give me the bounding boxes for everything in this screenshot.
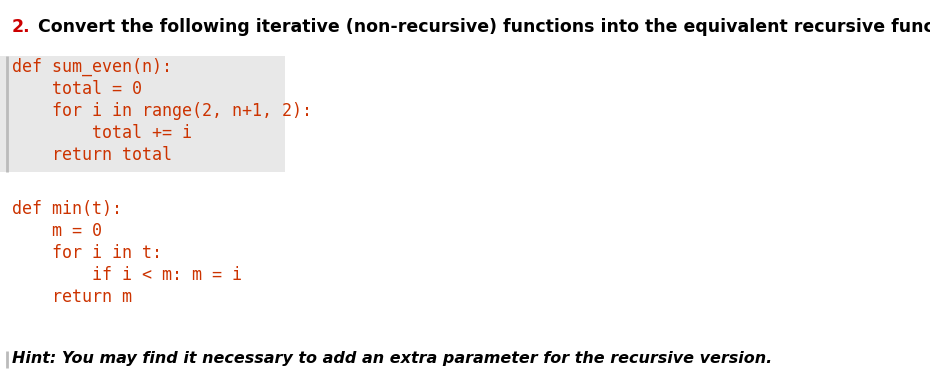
Text: Convert the following iterative (non-recursive) functions into the equivalent re: Convert the following iterative (non-rec…: [32, 18, 930, 36]
Text: def min(t):: def min(t):: [12, 200, 122, 218]
Text: 2.: 2.: [12, 18, 31, 36]
Text: Hint: You may find it necessary to add an extra parameter for the recursive vers: Hint: You may find it necessary to add a…: [12, 351, 772, 366]
Text: total += i: total += i: [12, 124, 192, 142]
Text: m = 0: m = 0: [12, 222, 102, 240]
Bar: [0, 56, 285, 172]
Text: return total: return total: [12, 146, 172, 164]
Text: total = 0: total = 0: [12, 80, 142, 98]
Text: for i in range(2, n+1, 2):: for i in range(2, n+1, 2):: [12, 102, 312, 120]
Text: return m: return m: [12, 288, 132, 306]
Text: if i < m: m = i: if i < m: m = i: [12, 266, 242, 284]
Text: for i in t:: for i in t:: [12, 244, 162, 262]
Text: def sum_even(n):: def sum_even(n):: [12, 58, 172, 76]
